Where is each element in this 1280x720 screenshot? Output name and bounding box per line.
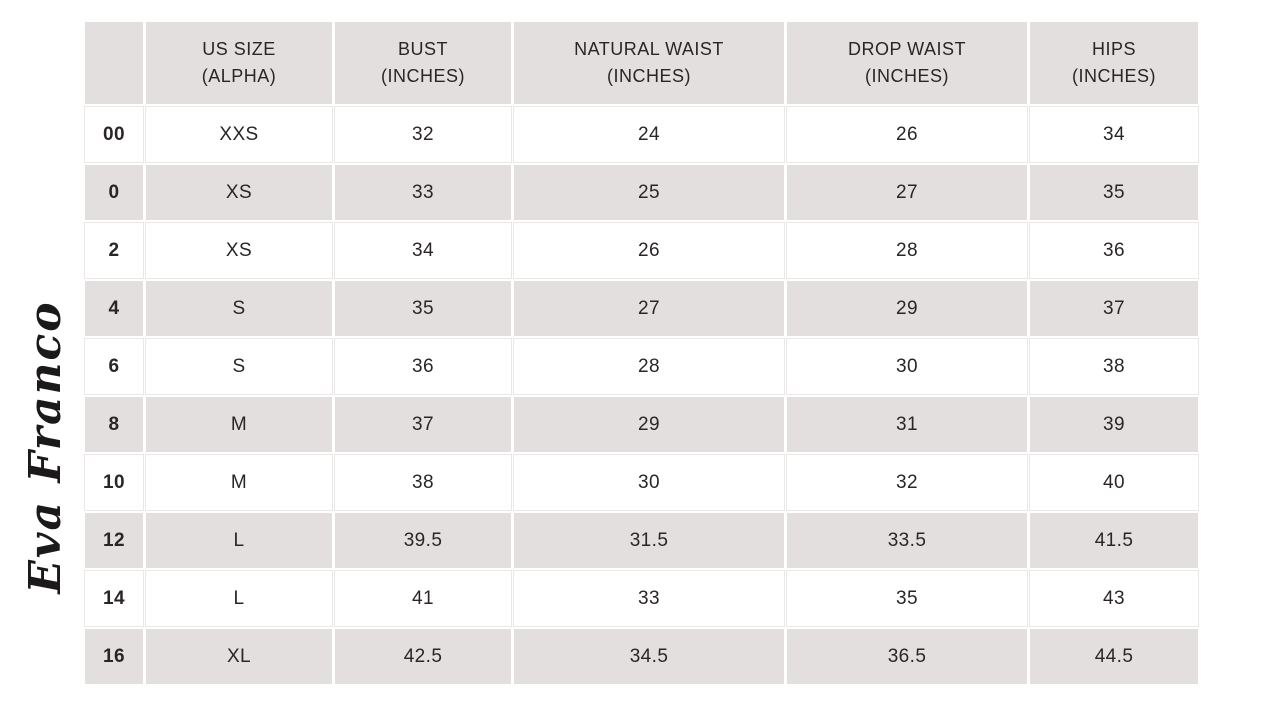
cell-us-size-alpha: S: [146, 339, 332, 394]
cell-bust: 36: [335, 339, 511, 394]
cell-us-size-number: 12: [85, 513, 143, 568]
cell-natural-waist: 30: [514, 455, 784, 510]
brand-logo: Eva Franco: [0, 287, 90, 607]
cell-hips: 39: [1030, 397, 1198, 452]
cell-us-size-number: 4: [85, 281, 143, 336]
cell-us-size-alpha: XL: [146, 629, 332, 684]
cell-drop-waist: 32: [787, 455, 1027, 510]
size-chart-table: US SIZE (ALPHA) BUST (INCHES) NATURAL WAIS…: [82, 19, 1201, 687]
cell-us-size-alpha: L: [146, 513, 332, 568]
cell-drop-waist: 35: [787, 571, 1027, 626]
table-row-size-12: 12 L 39.5 31.5 33.5 41.5: [85, 513, 1198, 568]
cell-hips: 40: [1030, 455, 1198, 510]
cell-bust: 41: [335, 571, 511, 626]
column-header-us-size-number: [85, 22, 143, 104]
cell-hips: 35: [1030, 165, 1198, 220]
column-header-natural-waist: NATURAL WAIST (INCHES): [514, 22, 784, 104]
cell-drop-waist: 26: [787, 107, 1027, 162]
cell-us-size-alpha: S: [146, 281, 332, 336]
cell-natural-waist: 28: [514, 339, 784, 394]
size-chart-header: US SIZE (ALPHA) BUST (INCHES) NATURAL WAIS…: [85, 22, 1198, 104]
cell-us-size-number: 14: [85, 571, 143, 626]
cell-us-size-number: 2: [85, 223, 143, 278]
cell-hips: 44.5: [1030, 629, 1198, 684]
cell-natural-waist: 25: [514, 165, 784, 220]
cell-us-size-number: 0: [85, 165, 143, 220]
cell-drop-waist: 31: [787, 397, 1027, 452]
cell-bust: 37: [335, 397, 511, 452]
column-header-hips: HIPS (INCHES): [1030, 22, 1198, 104]
table-row-size-10: 10 M 38 30 32 40: [85, 455, 1198, 510]
cell-natural-waist: 27: [514, 281, 784, 336]
cell-bust: 38: [335, 455, 511, 510]
table-row-size-16: 16 XL 42.5 34.5 36.5 44.5: [85, 629, 1198, 684]
cell-bust: 32: [335, 107, 511, 162]
cell-us-size-number: 10: [85, 455, 143, 510]
cell-us-size-alpha: L: [146, 571, 332, 626]
cell-bust: 35: [335, 281, 511, 336]
cell-bust: 42.5: [335, 629, 511, 684]
cell-us-size-alpha: XXS: [146, 107, 332, 162]
cell-us-size-alpha: XS: [146, 165, 332, 220]
table-row-size-6: 6 S 36 28 30 38: [85, 339, 1198, 394]
cell-natural-waist: 24: [514, 107, 784, 162]
column-header-bust: BUST (INCHES): [335, 22, 511, 104]
brand-logo-text: Eva Franco: [19, 300, 71, 594]
table-row-size-00: 00 XXS 32 24 26 34: [85, 107, 1198, 162]
cell-natural-waist: 34.5: [514, 629, 784, 684]
cell-drop-waist: 29: [787, 281, 1027, 336]
cell-us-size-number: 6: [85, 339, 143, 394]
cell-drop-waist: 30: [787, 339, 1027, 394]
cell-hips: 36: [1030, 223, 1198, 278]
size-chart-body: 00 XXS 32 24 26 34 0 XS 33 25 27 35 2 XS 34 26 28 36 4 S 35 2…: [85, 107, 1198, 684]
cell-hips: 38: [1030, 339, 1198, 394]
cell-us-size-alpha: M: [146, 397, 332, 452]
cell-drop-waist: 33.5: [787, 513, 1027, 568]
cell-drop-waist: 28: [787, 223, 1027, 278]
cell-drop-waist: 27: [787, 165, 1027, 220]
cell-hips: 41.5: [1030, 513, 1198, 568]
table-row-size-2: 2 XS 34 26 28 36: [85, 223, 1198, 278]
cell-bust: 33: [335, 165, 511, 220]
cell-natural-waist: 33: [514, 571, 784, 626]
cell-us-size-number: 8: [85, 397, 143, 452]
cell-us-size-number: 16: [85, 629, 143, 684]
cell-hips: 43: [1030, 571, 1198, 626]
table-row-size-4: 4 S 35 27 29 37: [85, 281, 1198, 336]
cell-drop-waist: 36.5: [787, 629, 1027, 684]
cell-hips: 37: [1030, 281, 1198, 336]
table-row-size-0: 0 XS 33 25 27 35: [85, 165, 1198, 220]
cell-natural-waist: 31.5: [514, 513, 784, 568]
cell-hips: 34: [1030, 107, 1198, 162]
cell-natural-waist: 29: [514, 397, 784, 452]
header-row: US SIZE (ALPHA) BUST (INCHES) NATURAL WAIS…: [85, 22, 1198, 104]
cell-bust: 34: [335, 223, 511, 278]
table-row-size-8: 8 M 37 29 31 39: [85, 397, 1198, 452]
cell-us-size-alpha: M: [146, 455, 332, 510]
cell-natural-waist: 26: [514, 223, 784, 278]
column-header-us-size-alpha: US SIZE (ALPHA): [146, 22, 332, 104]
cell-bust: 39.5: [335, 513, 511, 568]
cell-us-size-number: 00: [85, 107, 143, 162]
cell-us-size-alpha: XS: [146, 223, 332, 278]
table-row-size-14: 14 L 41 33 35 43: [85, 571, 1198, 626]
column-header-drop-waist: DROP WAIST (INCHES): [787, 22, 1027, 104]
